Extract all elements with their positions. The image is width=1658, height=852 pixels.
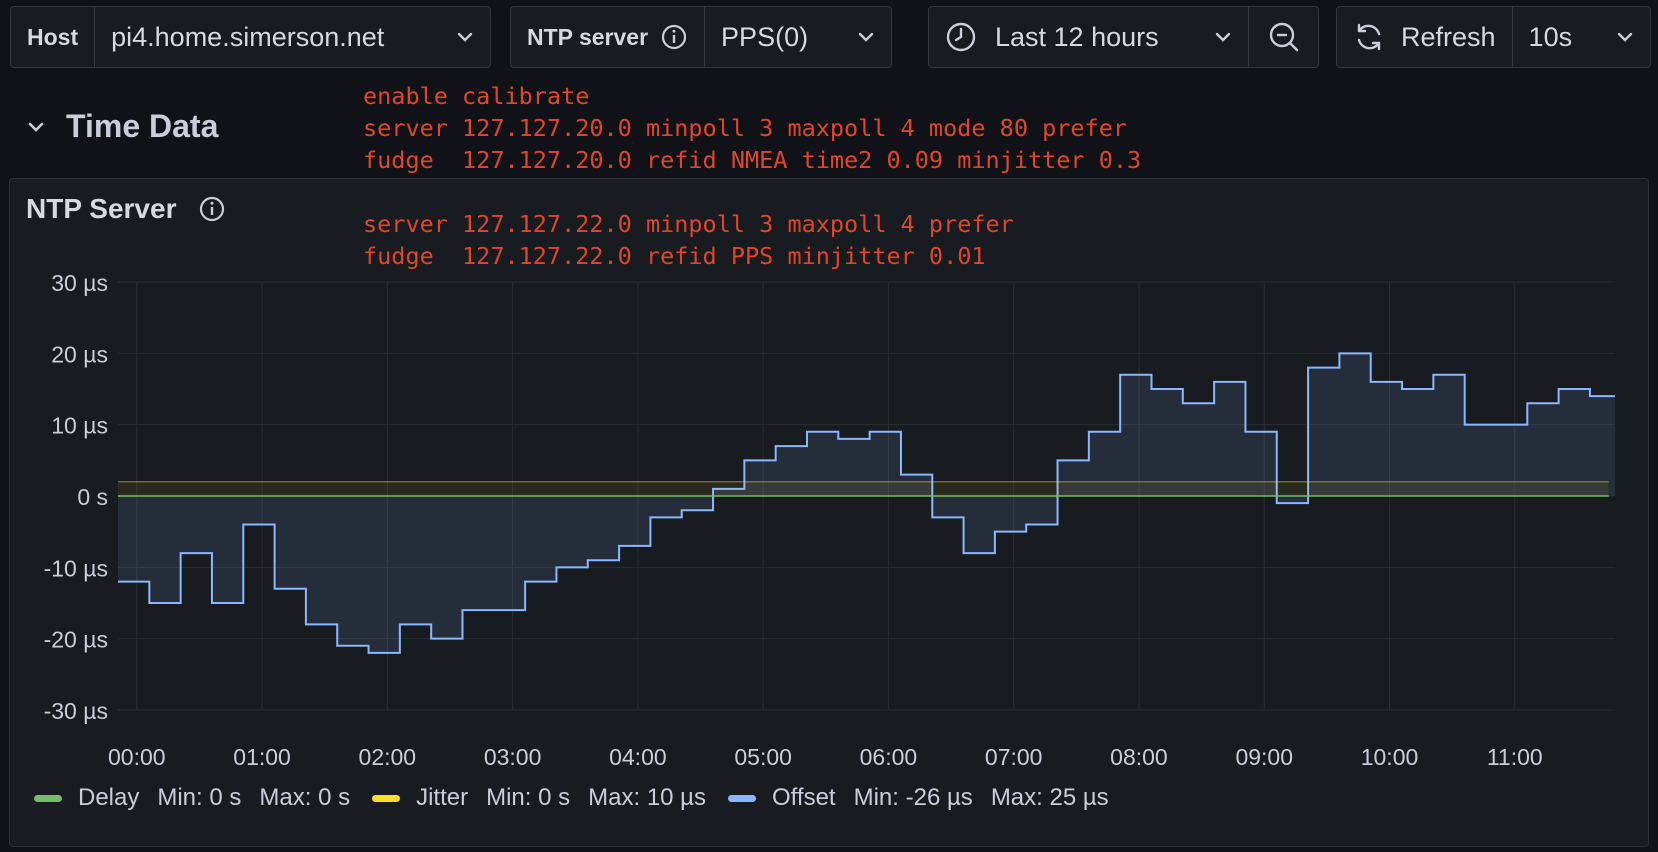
note-line: fudge 127.127.20.0 refid NMEA time2 0.09…: [363, 146, 1142, 174]
note-line: enable calibrate: [363, 82, 590, 110]
legend-item-delay[interactable]: Delay Min: 0 s Max: 0 s: [34, 784, 350, 812]
refresh-group: Refresh 10s: [1336, 6, 1651, 68]
ntp-server-variable: NTP server PPS(0): [510, 6, 892, 68]
legend-name: Jitter: [416, 784, 469, 811]
panel-header: NTP Server: [26, 193, 226, 225]
legend-max: Max: 0 s: [259, 784, 351, 811]
chevron-down-icon: [857, 31, 875, 43]
legend-item-offset[interactable]: Offset Min: -26 µs Max: 25 µs: [728, 784, 1109, 812]
legend-min: Min: -26 µs: [853, 784, 973, 811]
ntp-server-value: PPS(0): [721, 21, 809, 52]
panel-description-overlay: enable calibrate server 127.127.20.0 min…: [363, 80, 1141, 272]
time-range-group: Last 12 hours: [928, 6, 1319, 68]
host-label: Host: [27, 23, 79, 50]
legend-min: Min: 0 s: [157, 784, 242, 811]
note-line: server 127.127.22.0 minpoll 3 maxpoll 4 …: [363, 210, 1014, 238]
refresh-label: Refresh: [1401, 21, 1496, 52]
time-range-picker[interactable]: Last 12 hours: [929, 7, 1248, 67]
zoom-out-icon: [1267, 20, 1301, 54]
legend-swatch: [728, 794, 757, 802]
chevron-down-icon: [1214, 31, 1232, 43]
note-line: server 127.127.20.0 minpoll 3 maxpoll 4 …: [363, 114, 1128, 142]
refresh-button[interactable]: Refresh: [1337, 7, 1512, 67]
refresh-icon: [1353, 21, 1385, 53]
host-variable: Host pi4.home.simerson.net: [10, 6, 491, 68]
ntp-server-label-text: NTP server: [527, 23, 649, 50]
chevron-down-icon: [456, 31, 474, 43]
zoom-out-button[interactable]: [1248, 7, 1318, 67]
ntp-server-label: NTP server: [511, 7, 704, 67]
time-range-label: Last 12 hours: [995, 21, 1159, 52]
chevron-down-icon: [26, 120, 46, 134]
ntp-server-panel: [9, 178, 1649, 847]
legend-max: Max: 25 µs: [990, 784, 1109, 811]
host-select[interactable]: pi4.home.simerson.net: [94, 7, 490, 67]
note-line: fudge 127.127.22.0 refid PPS minjitter 0…: [363, 242, 986, 270]
info-icon[interactable]: [660, 23, 688, 51]
legend-item-jitter[interactable]: Jitter Min: 0 s Max: 10 µs: [372, 784, 706, 812]
row-title: Time Data: [66, 108, 219, 144]
legend-min: Min: 0 s: [486, 784, 571, 811]
info-icon[interactable]: [198, 195, 226, 223]
legend-max: Max: 10 µs: [588, 784, 707, 811]
clock-icon: [945, 21, 977, 53]
refresh-interval-select[interactable]: 10s: [1511, 7, 1650, 67]
legend-name: Offset: [772, 784, 836, 811]
refresh-interval-value: 10s: [1528, 21, 1573, 52]
chevron-down-icon: [1616, 31, 1634, 43]
host-value: pi4.home.simerson.net: [111, 21, 385, 52]
legend-swatch: [372, 794, 401, 802]
ntp-server-select[interactable]: PPS(0): [704, 7, 891, 67]
chart-legend: Delay Min: 0 s Max: 0 s Jitter Min: 0 s …: [34, 784, 1131, 812]
legend-swatch: [34, 794, 62, 802]
panel-title: NTP Server: [26, 193, 177, 224]
legend-name: Delay: [78, 784, 140, 811]
row-header-time-data[interactable]: Time Data: [26, 108, 218, 145]
